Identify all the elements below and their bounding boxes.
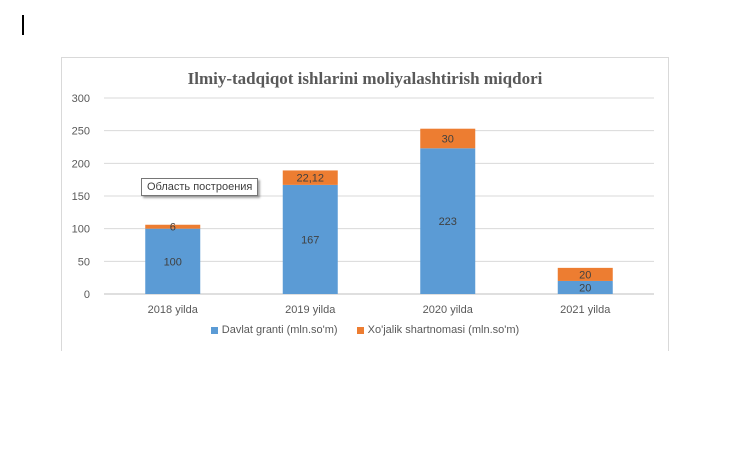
bar-xo-jalik-shartnomasi-mln-so-m-2020-yilda — [420, 128, 476, 149]
chart-frame[interactable]: Ilmiy-tadqiqot ishlarini moliyalashtiris… — [61, 57, 669, 351]
bar-davlat-granti-mln-so-m-2021-yilda — [557, 280, 613, 294]
legend: Davlat granti (mln.so'm) Xo'jalik shartn… — [62, 324, 668, 336]
y-tick-label-200: 200 — [72, 158, 90, 170]
data-label-davlat-granti-mln-so-m-2018-yilda: 100 — [164, 256, 182, 268]
plot-area-tooltip: Область построения — [141, 178, 259, 196]
y-tick-label-50: 50 — [78, 256, 90, 268]
data-label-xo-jalik-shartnomasi-mln-so-m-2019-yilda: 22,12 — [296, 173, 324, 185]
bar-xo-jalik-shartnomasi-mln-so-m-2019-yilda — [282, 170, 338, 185]
bar-davlat-granti-mln-so-m-2019-yilda — [282, 184, 338, 294]
x-tick-label-2021-yilda: 2021 yilda — [560, 304, 611, 316]
legend-label-davlat-granti: Davlat granti (mln.so'm) — [221, 324, 338, 337]
data-label-xo-jalik-shartnomasi-mln-so-m-2021-yilda: 20 — [579, 269, 591, 281]
x-tick-label-2018-yilda: 2018 yilda — [148, 304, 199, 316]
y-tick-label-250: 250 — [72, 126, 90, 138]
legend-label-xojalik-shartnomasi: Xo'jalik shartnomasi (mln.so'm) — [367, 324, 520, 337]
legend-item-davlat-granti: Davlat granti (mln.so'm) — [210, 324, 338, 337]
y-tick-label-300: 300 — [72, 93, 90, 105]
data-label-davlat-granti-mln-so-m-2019-yilda: 167 — [301, 234, 319, 246]
data-label-davlat-granti-mln-so-m-2020-yilda: 223 — [439, 216, 457, 228]
bar-xo-jalik-shartnomasi-mln-so-m-2021-yilda — [557, 267, 613, 281]
plot-area[interactable]: 0 50 100 150 200 250 300 100 6 2018 yilda 167 22,12… — [62, 58, 668, 351]
data-label-davlat-granti-mln-so-m-2021-yilda: 20 — [579, 282, 591, 294]
text-cursor — [22, 15, 24, 35]
bar-davlat-granti-mln-so-m-2018-yilda — [145, 228, 201, 294]
bar-davlat-granti-mln-so-m-2020-yilda — [420, 148, 476, 294]
legend-swatch-xojalik-shartnomasi — [356, 326, 364, 334]
y-tick-label-0: 0 — [84, 289, 90, 301]
data-label-xo-jalik-shartnomasi-mln-so-m-2018-yilda: 6 — [170, 222, 176, 234]
legend-swatch-davlat-granti — [210, 326, 218, 334]
y-tick-label-150: 150 — [72, 191, 90, 203]
legend-item-xojalik-shartnomasi: Xo'jalik shartnomasi (mln.so'm) — [356, 324, 520, 337]
y-tick-label-100: 100 — [72, 224, 90, 236]
x-tick-label-2019-yilda: 2019 yilda — [285, 304, 336, 316]
bar-xo-jalik-shartnomasi-mln-so-m-2018-yilda — [145, 224, 201, 229]
data-label-xo-jalik-shartnomasi-mln-so-m-2020-yilda: 30 — [442, 134, 454, 146]
x-tick-label-2020-yilda: 2020 yilda — [423, 304, 474, 316]
chart-title: Ilmiy-tadqiqot ishlarini moliyalashtiris… — [187, 69, 543, 88]
